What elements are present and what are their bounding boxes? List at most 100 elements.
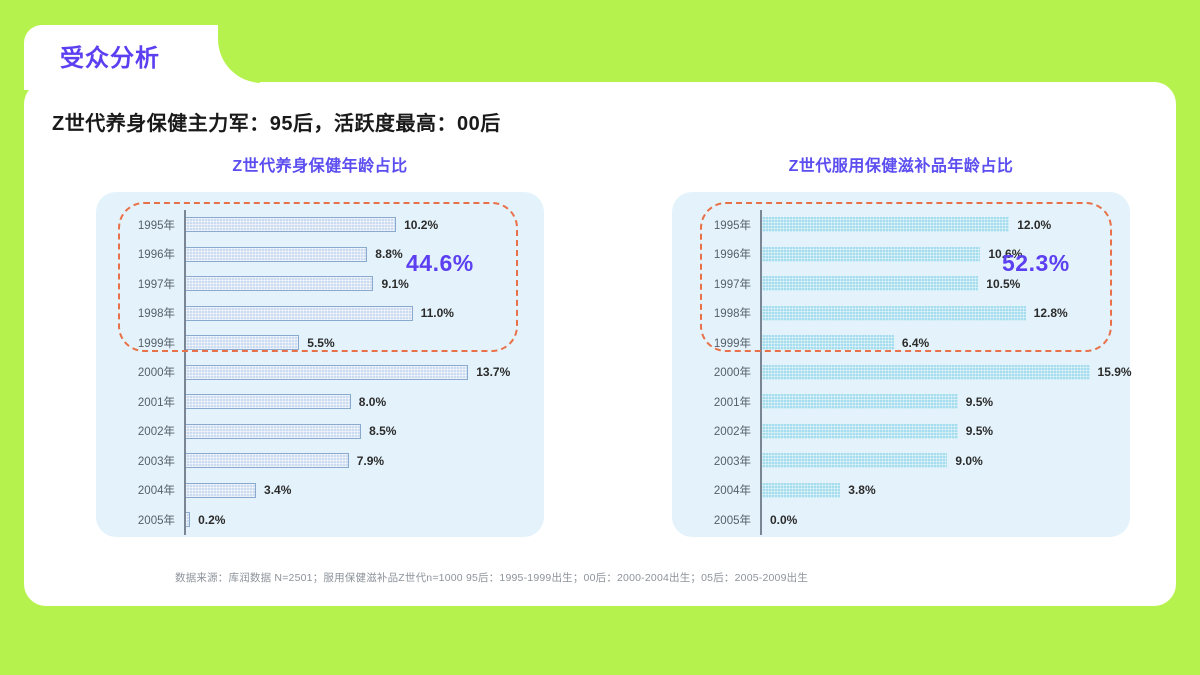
bar-value-label: 12.0% xyxy=(1017,217,1052,232)
bar xyxy=(186,482,257,498)
bar-value-label: 9.5% xyxy=(965,424,994,439)
bar-row: 1997年 10.5% xyxy=(682,269,1120,299)
bar xyxy=(186,453,349,469)
bar-track: 10.6% xyxy=(760,239,1120,269)
bar-track: 9.0% xyxy=(760,446,1120,476)
bar-row-label: 1997年 xyxy=(713,278,751,291)
chart-right-total-pct: 52.3% xyxy=(1002,250,1070,276)
bar-track: 8.0% xyxy=(184,387,534,417)
bar-value-label: 10.5% xyxy=(986,276,1021,291)
bar-row-label: 2005年 xyxy=(137,514,175,527)
chart-right: Z世代服用保健滋补品年龄占比 1995年 12.0% 1996年 10.6% 1997年… xyxy=(672,152,1132,537)
bar-row-label: 2004年 xyxy=(713,485,751,498)
bar-row-label: 1998年 xyxy=(713,308,751,321)
bar-row: 1998年 12.8% xyxy=(682,298,1120,328)
bar-value-label: 0.0% xyxy=(770,512,798,527)
bar-row: 2005年 0.0% xyxy=(682,505,1120,535)
bar-row-label: 1998年 xyxy=(137,308,175,321)
bar-value-label: 9.5% xyxy=(965,394,994,409)
bar-track: 13.7% xyxy=(184,357,534,387)
bar-track: 0.0% xyxy=(760,505,1120,535)
bar-value-label: 8.5% xyxy=(369,424,397,439)
bar-row-label: 1995年 xyxy=(713,219,751,232)
bar-value-label: 9.1% xyxy=(381,276,409,291)
section-tab-curve xyxy=(218,25,260,83)
bar-row: 1999年 6.4% xyxy=(682,328,1120,358)
section-tab-title: 受众分析 xyxy=(60,45,160,72)
bar xyxy=(186,364,469,380)
bar xyxy=(186,512,191,528)
bar-track: 9.5% xyxy=(760,387,1120,417)
bar-row: 2000年 15.9% xyxy=(682,357,1132,387)
footnote-source: 数据来源：库润数据 N=2501；服用保健滋补品Z世代n=1000 95后：19… xyxy=(175,572,809,584)
bar xyxy=(762,364,1090,380)
bar-track: 9.5% xyxy=(760,416,1120,446)
bar-row-label: 1999年 xyxy=(713,337,751,350)
bar-row-label: 1996年 xyxy=(713,249,751,262)
bar-row-label: 2000年 xyxy=(137,367,175,380)
bar-value-label: 5.5% xyxy=(307,335,335,350)
bar-value-label: 3.8% xyxy=(848,483,876,498)
bar-row-label: 2004年 xyxy=(137,485,175,498)
chart-right-card: 1995年 12.0% 1996年 10.6% 1997年 10.5% 1998年 12.8%… xyxy=(672,192,1132,537)
bar xyxy=(186,276,374,292)
bar-track: 15.9% xyxy=(760,357,1132,387)
bar-track: 10.5% xyxy=(760,269,1120,299)
bar-value-label: 7.9% xyxy=(356,453,385,468)
bar-row: 1998年 11.0% xyxy=(106,298,534,328)
bar-row: 2003年 7.9% xyxy=(106,446,534,476)
bar-value-label: 10.6% xyxy=(988,247,1023,262)
bar-track: 7.9% xyxy=(184,446,534,476)
bar-track: 11.0% xyxy=(184,298,534,328)
bar-track: 3.4% xyxy=(184,475,534,505)
bar-value-label: 0.2% xyxy=(198,512,226,527)
bar xyxy=(186,423,362,439)
bar xyxy=(186,246,368,262)
bar-row: 2001年 9.5% xyxy=(682,387,1120,417)
bar-value-label: 3.4% xyxy=(264,483,292,498)
bar-row-label: 2005年 xyxy=(713,514,751,527)
bar-row: 1997年 9.1% xyxy=(106,269,534,299)
bar-track: 9.1% xyxy=(184,269,534,299)
bar-row-label: 1999年 xyxy=(137,337,175,350)
bar-row: 2000年 13.7% xyxy=(106,357,534,387)
bar xyxy=(762,394,958,410)
bar-row: 2002年 8.5% xyxy=(106,416,534,446)
bar xyxy=(762,217,1010,233)
bar-row-label: 2003年 xyxy=(137,455,175,468)
bar-row: 1999年 5.5% xyxy=(106,328,534,358)
bar xyxy=(762,453,948,469)
bar-track: 8.5% xyxy=(184,416,534,446)
bar-row: 1995年 12.0% xyxy=(682,210,1120,240)
bar-row-label: 2000年 xyxy=(713,367,751,380)
bar-track: 0.2% xyxy=(184,505,534,535)
bar-track: 8.8% xyxy=(184,239,534,269)
bar-row-label: 2001年 xyxy=(713,396,751,409)
bar-row: 1996年 10.6% xyxy=(682,239,1120,269)
bar-track: 12.0% xyxy=(760,210,1120,240)
bar xyxy=(186,335,300,351)
bar-row: 2005年 0.2% xyxy=(106,505,534,535)
bar-row: 2004年 3.8% xyxy=(682,475,1120,505)
bar-row: 1995年 10.2% xyxy=(106,210,534,240)
chart-left-total-pct: 44.6% xyxy=(406,250,474,276)
chart-left: Z世代养身保健年龄占比 1995年 10.2% 1996年 8.8% 1997年 9.1%… xyxy=(96,152,544,537)
bar-row: 2002年 9.5% xyxy=(682,416,1120,446)
bar-value-label: 15.9% xyxy=(1097,365,1132,380)
bar-row: 2003年 9.0% xyxy=(682,446,1120,476)
bar xyxy=(762,246,981,262)
chart-left-card: 1995年 10.2% 1996年 8.8% 1997年 9.1% 1998年 11.0% 19… xyxy=(96,192,544,537)
bar-value-label: 8.8% xyxy=(375,247,403,262)
bar-value-label: 11.0% xyxy=(420,306,454,321)
chart-left-title: Z世代养身保健年龄占比 xyxy=(232,158,408,175)
bar-row-label: 2003年 xyxy=(713,455,751,468)
bar-row: 2001年 8.0% xyxy=(106,387,534,417)
page-headline: Z世代养身保健主力军：95后，活跃度最高：00后 xyxy=(52,113,501,135)
bar xyxy=(186,305,413,321)
bar-track: 10.2% xyxy=(184,210,534,240)
bar-row-label: 2002年 xyxy=(137,426,175,439)
bar xyxy=(762,276,979,292)
bar-row: 2004年 3.4% xyxy=(106,475,534,505)
bar-row-label: 2001年 xyxy=(137,396,175,409)
